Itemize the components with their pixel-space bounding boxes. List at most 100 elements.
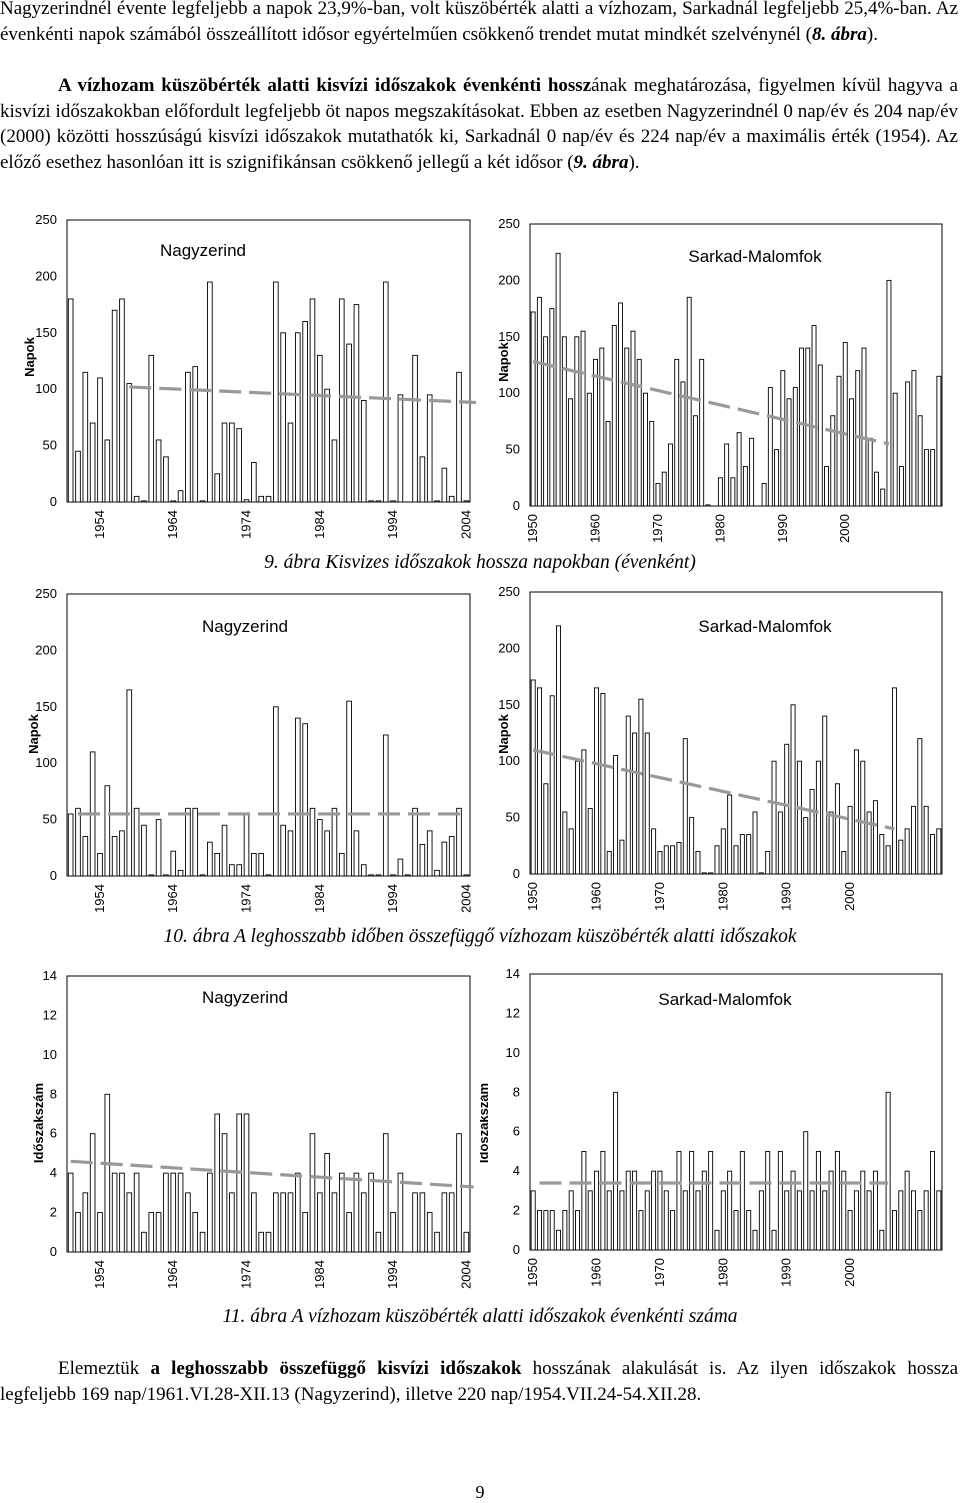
x-tick-label: 1990: [775, 514, 790, 543]
x-tick-label: 1950: [525, 882, 540, 911]
bar: [815, 760, 821, 875]
x-tick-label: 2004: [458, 884, 473, 913]
bar: [258, 495, 264, 503]
x-tick-label: 1994: [385, 510, 400, 539]
bar: [606, 1190, 612, 1251]
bar: [133, 495, 140, 503]
bar: [251, 1192, 257, 1253]
chart-title: Sarkad-Malomfok: [698, 617, 832, 636]
y-tick-label: 6: [50, 1126, 57, 1141]
y-tick-label: 0: [513, 1242, 520, 1257]
x-tick-label: 2000: [842, 1258, 857, 1287]
bar: [917, 738, 923, 875]
bar: [682, 1190, 688, 1251]
bar: [141, 1231, 147, 1253]
bar: [705, 504, 711, 507]
bar: [302, 1212, 308, 1253]
bar: [790, 704, 796, 875]
bar: [331, 807, 338, 877]
bar: [676, 1150, 682, 1251]
bar: [898, 839, 904, 875]
text-run: ának meghatározása, figyelmen kívül hagy…: [0, 75, 958, 173]
bar: [917, 415, 923, 507]
bar: [936, 828, 942, 875]
bar: [163, 456, 169, 503]
bar: [530, 311, 536, 507]
bar: [170, 1172, 177, 1253]
bar: [886, 279, 892, 507]
paragraph-3: Elemeztük a leghosszabb összefüggő kisví…: [0, 1356, 958, 1407]
bar: [192, 1212, 199, 1253]
bar: [847, 1210, 853, 1251]
fig10-nagyzerind-chart: 0 50 100 150 200 250 1954 1964 1974 1984 1994 2004 N…: [26, 586, 473, 913]
bar: [638, 1210, 644, 1251]
bar: [701, 872, 707, 875]
bar: [828, 1170, 834, 1251]
trend-line: [70, 1159, 474, 1189]
trend-line: [532, 360, 890, 446]
x-tick-label: 1990: [779, 882, 794, 911]
bar: [777, 811, 783, 875]
x-tick-label: 1970: [650, 514, 665, 543]
bar: [214, 1113, 221, 1253]
bar: [668, 443, 673, 507]
bar: [331, 1192, 338, 1253]
x-tick-label: 1954: [92, 1260, 107, 1289]
bar: [324, 830, 330, 877]
bar: [898, 1190, 904, 1251]
bar: [360, 864, 367, 877]
bar: [841, 850, 847, 875]
text-run: 8. ábra: [812, 23, 867, 45]
bar: [82, 371, 89, 503]
y-tick-label: 4: [513, 1163, 520, 1178]
bar: [879, 834, 885, 875]
bar: [562, 1210, 568, 1251]
bar: [536, 296, 542, 507]
bar: [82, 836, 89, 877]
bar: [663, 845, 669, 875]
bar: [549, 308, 555, 507]
x-tick-label: 1964: [165, 510, 180, 539]
bar: [163, 874, 169, 877]
y-tick-label: 2: [513, 1203, 520, 1218]
bar: [382, 734, 389, 877]
bar: [448, 495, 455, 503]
bar: [605, 420, 611, 507]
bar: [302, 321, 308, 503]
bar: [549, 695, 555, 875]
bar: [229, 1192, 235, 1253]
bar: [556, 625, 561, 875]
bar: [636, 358, 642, 507]
bar: [543, 783, 549, 875]
bar: [82, 1192, 89, 1253]
bar: [792, 387, 798, 507]
bar: [625, 1170, 631, 1251]
fig9-sarkad-chart: 0 50 100 150 200 250 1950 1960 1970 1980 1990 2000 S…: [496, 216, 943, 543]
bar: [727, 1170, 733, 1251]
bar: [774, 449, 780, 507]
y-tick-label: 200: [35, 268, 57, 283]
y-tick-label: 100: [35, 755, 57, 770]
bar: [742, 466, 748, 507]
bar: [809, 1190, 815, 1251]
bar: [419, 456, 426, 503]
bar: [155, 1212, 162, 1253]
text-run: hosszának alakulását is. Az ilyen idősza…: [0, 1358, 958, 1405]
y-tick-label: 50: [506, 442, 520, 457]
bar: [185, 371, 191, 503]
bar: [75, 807, 81, 877]
bar: [822, 1190, 828, 1251]
bar: [749, 437, 755, 507]
bar: [67, 813, 74, 877]
bar: [236, 864, 242, 877]
bar: [842, 341, 848, 507]
x-tick-label: 1964: [165, 1260, 180, 1289]
bar: [280, 1192, 286, 1253]
bar: [236, 428, 242, 503]
bar: [708, 872, 714, 875]
bar: [923, 1190, 929, 1251]
bar: [258, 852, 264, 877]
bar: [97, 1212, 103, 1253]
bar: [613, 755, 619, 875]
y-axis-label: Napok: [496, 713, 511, 754]
